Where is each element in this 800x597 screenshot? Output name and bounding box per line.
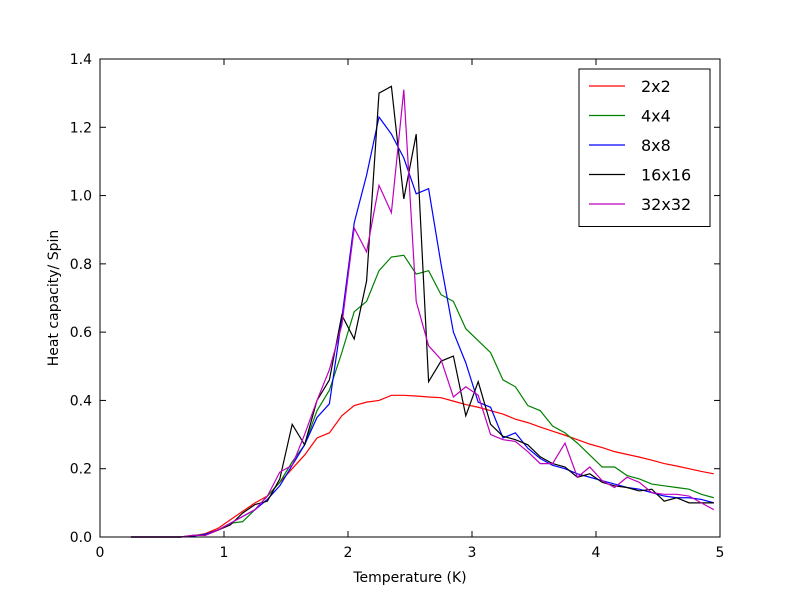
legend-label-4x4: 4x4: [641, 107, 671, 126]
series-line-4x4: [131, 254, 714, 538]
x-tick-label: 0: [96, 545, 105, 561]
y-tick-label: 0.0: [70, 530, 92, 546]
y-axis: 0.0 0.2 0.4 0.6 0.8 1.0 1.2 1.4: [70, 52, 720, 546]
y-tick-label: 1.2: [70, 120, 92, 136]
legend: 2x2 4x4 8x8 16x16 32x32: [578, 68, 711, 227]
x-axis-label: Temperature (K): [352, 570, 466, 586]
x-tick-label: 1: [220, 545, 229, 561]
y-axis-label: Heat capacity/ Spin: [46, 230, 62, 366]
series-line-32x32: [131, 89, 715, 538]
plot-frame: [99, 58, 721, 538]
x-tick-label: 3: [468, 545, 477, 561]
series-lines: [131, 85, 715, 538]
y-tick-label: 0.4: [70, 393, 92, 409]
y-tick-label: 0.8: [70, 257, 92, 273]
x-tick-label: 4: [592, 545, 601, 561]
y-tick-label: 1.4: [70, 52, 92, 68]
y-tick-label: 0.6: [70, 325, 92, 341]
series-line-16x16: [131, 85, 714, 538]
legend-label-8x8: 8x8: [641, 136, 671, 155]
legend-label-32x32: 32x32: [641, 195, 691, 214]
x-axis: 0 1 2 3 4 5: [96, 59, 725, 561]
legend-label-16x16: 16x16: [641, 166, 691, 185]
y-tick-label: 0.2: [70, 462, 92, 478]
x-tick-label: 2: [344, 545, 353, 561]
y-tick-label: 1.0: [70, 189, 92, 205]
legend-label-2x2: 2x2: [641, 77, 671, 96]
legend-box: [578, 68, 711, 227]
series-line-2x2: [131, 394, 714, 538]
x-tick-label: 5: [716, 545, 725, 561]
